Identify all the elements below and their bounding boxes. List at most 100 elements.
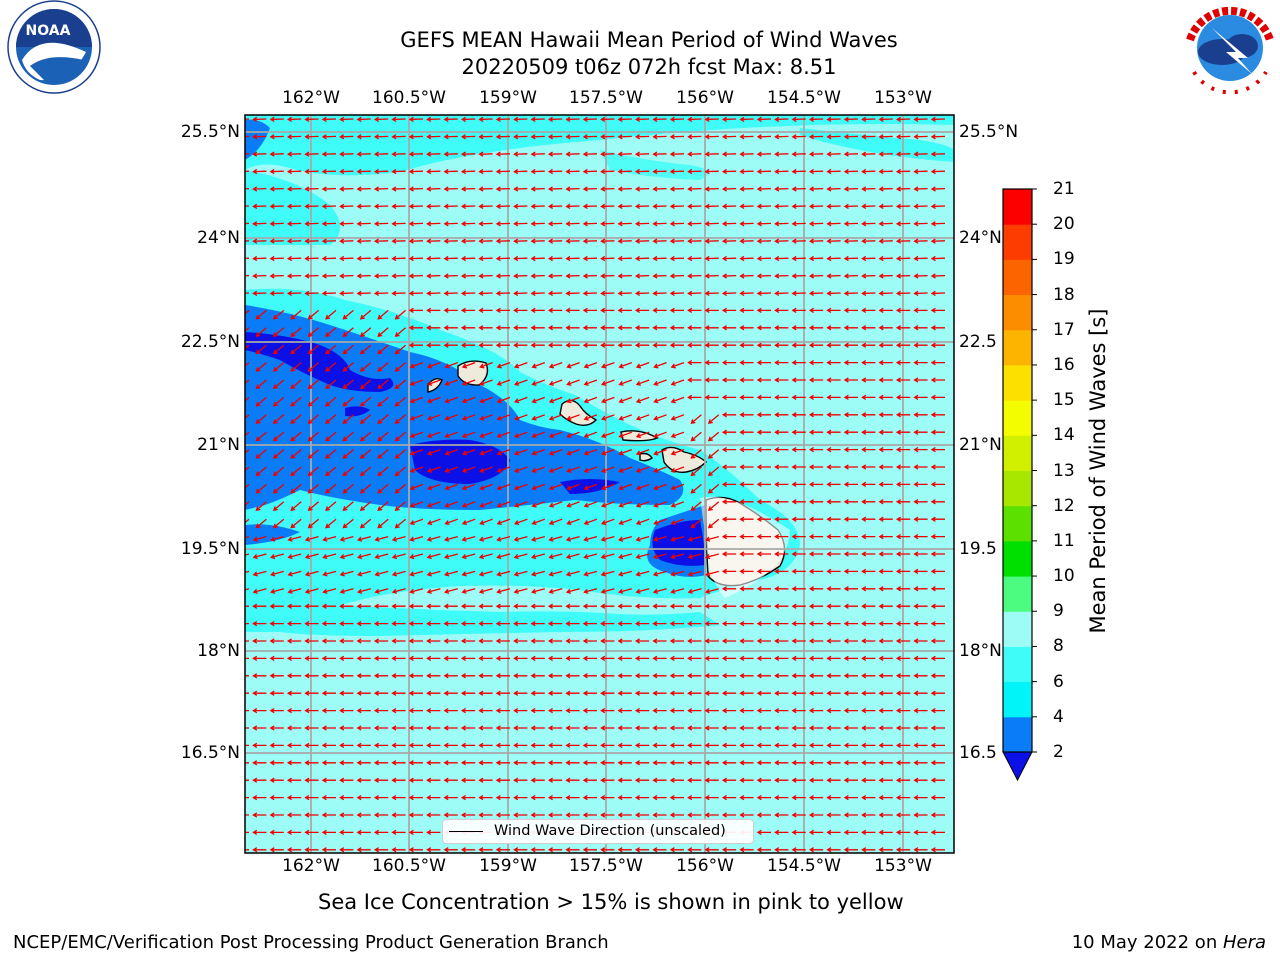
wind-arrow <box>913 603 928 609</box>
wind-arrow <box>304 725 319 731</box>
wind-arrow <box>495 760 510 766</box>
wind-arrow <box>843 516 858 522</box>
wind-arrow <box>478 690 493 696</box>
wind-arrow <box>617 760 632 766</box>
wind-arrow <box>843 586 858 592</box>
wind-arrow <box>269 134 284 140</box>
wind-arrow <box>408 151 424 157</box>
wind-arrow <box>443 707 458 714</box>
wind-arrow <box>808 847 824 853</box>
wind-arrow <box>513 760 528 766</box>
wind-arrow <box>690 483 702 494</box>
wind-arrow <box>913 325 928 331</box>
wind-arrow <box>687 307 702 314</box>
wind-arrow <box>255 362 267 372</box>
wind-arrow <box>913 829 928 836</box>
wind-arrow <box>652 221 667 227</box>
wind-arrow <box>513 777 528 783</box>
wind-arrow <box>252 116 267 122</box>
wind-arrow <box>756 655 771 662</box>
wind-arrow <box>373 794 389 801</box>
wind-arrow <box>408 116 424 122</box>
wind-arrow <box>408 186 424 192</box>
wind-arrow <box>373 638 389 644</box>
wind-arrow <box>721 290 737 296</box>
wind-arrow <box>342 396 354 407</box>
wind-arrow <box>565 707 580 714</box>
wind-arrow <box>513 673 528 679</box>
wind-arrow <box>339 186 354 192</box>
wind-arrow <box>245 205 250 207</box>
wind-arrow <box>460 221 476 227</box>
wind-arrow <box>461 570 476 577</box>
wind-arrow <box>895 116 911 122</box>
wind-arrow <box>269 829 284 836</box>
wind-arrow <box>670 379 685 386</box>
wind-arrow <box>670 414 685 421</box>
wind-arrow <box>582 290 598 296</box>
wind-arrow <box>408 255 424 262</box>
wind-arrow <box>322 570 337 577</box>
wind-arrow <box>530 620 545 627</box>
wind-arrow <box>286 620 302 627</box>
wind-arrow <box>582 116 598 122</box>
wind-arrow <box>861 603 876 609</box>
wind-arrow <box>252 603 267 609</box>
wind-arrow <box>339 794 354 801</box>
wind-arrow <box>652 325 667 331</box>
wind-arrow <box>669 812 684 818</box>
wind-arrow <box>635 379 650 386</box>
wind-arrow <box>377 431 389 442</box>
wind-arrow <box>322 553 337 560</box>
wind-arrow <box>774 725 789 731</box>
wind-arrow <box>756 742 771 749</box>
wind-arrow <box>791 377 806 383</box>
wind-arrow <box>707 518 720 529</box>
wind-arrow <box>895 446 911 453</box>
wind-arrow <box>342 379 354 390</box>
legend-line-swatch <box>449 831 483 832</box>
wind-arrow <box>756 307 771 314</box>
wind-arrow <box>721 394 737 401</box>
wind-arrow <box>339 238 354 244</box>
wind-arrow <box>356 655 371 662</box>
wind-arrow <box>374 570 389 577</box>
wind-arrow <box>460 307 476 314</box>
wind-arrow <box>460 273 476 279</box>
wind-arrow <box>756 568 771 575</box>
wind-arrow <box>531 501 546 508</box>
wind-arrow <box>426 777 441 783</box>
wind-arrow <box>307 518 320 529</box>
wind-arrow <box>895 203 911 209</box>
wind-arrow <box>930 342 945 348</box>
wind-arrow <box>843 829 858 836</box>
wind-arrow <box>826 342 841 348</box>
wind-arrow <box>635 501 650 508</box>
wind-arrow <box>861 481 876 488</box>
wind-arrow <box>826 151 841 157</box>
wind-arrow <box>495 603 510 609</box>
wind-arrow <box>286 673 302 679</box>
wind-arrow <box>791 394 806 401</box>
wind-arrow <box>426 151 441 157</box>
wind-arrow <box>359 396 372 407</box>
wind-arrow <box>325 414 337 424</box>
wind-arrow <box>272 379 285 390</box>
wind-arrow <box>272 449 285 459</box>
wind-arrow <box>895 586 911 592</box>
wind-arrow <box>704 794 719 801</box>
wind-arrow <box>478 742 493 749</box>
wind-arrow <box>774 168 789 175</box>
wind-arrow <box>444 501 459 508</box>
footer-date-text: 10 May 2022 on <box>1071 932 1223 953</box>
wind-arrow <box>704 273 719 279</box>
wind-arrow <box>704 203 719 209</box>
wind-arrow <box>930 377 945 383</box>
wind-arrow <box>930 429 945 435</box>
wind-arrow <box>617 812 632 818</box>
wind-arrow <box>861 620 876 627</box>
wind-arrow <box>513 535 528 542</box>
wind-arrow <box>245 709 249 712</box>
wind-arrow <box>774 255 789 262</box>
wind-arrow <box>721 533 737 540</box>
